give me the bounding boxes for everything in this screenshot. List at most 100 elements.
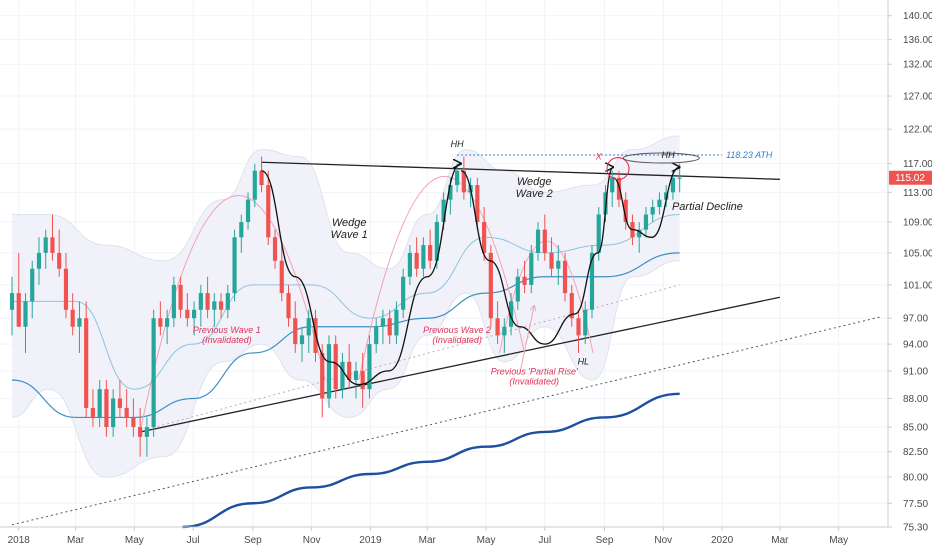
candle-body (124, 407, 129, 418)
candle (171, 276, 176, 327)
candle-body (677, 177, 682, 179)
y-tick-label: 88.00 (903, 394, 928, 405)
candle (461, 156, 466, 200)
candle (36, 237, 42, 285)
candle-body (158, 318, 163, 327)
wave-arc-previous-2 (358, 176, 526, 381)
candle (380, 309, 386, 345)
annotation-partial-decline: Partial Decline (672, 201, 743, 213)
candle-body (482, 222, 487, 253)
candle-body (171, 284, 176, 319)
candle-body (36, 252, 42, 269)
annotation-hh-1: HH (451, 139, 464, 149)
x-tick-label: Mar (419, 535, 437, 546)
candle-body (286, 293, 291, 319)
candle (192, 301, 197, 336)
candle-body (535, 229, 541, 253)
trendline-wedge-top (261, 161, 780, 180)
band-upper-line (12, 135, 680, 270)
candle-body (522, 276, 527, 285)
y-tick-label: 105.00 (903, 248, 932, 259)
candle (266, 170, 271, 246)
candle (218, 293, 224, 319)
candle-body (333, 344, 338, 390)
candle-body (266, 185, 271, 238)
candle (367, 335, 372, 399)
y-tick-label: 113.00 (903, 188, 932, 199)
candle-body (488, 252, 493, 319)
candle-body (259, 170, 264, 186)
candle-body (57, 252, 62, 269)
y-tick-label: 140.00 (903, 11, 932, 22)
candle-body (461, 170, 466, 193)
candle-body (165, 318, 170, 327)
candle-body (185, 309, 190, 319)
candle (293, 301, 298, 353)
y-tick-label: 77.50 (903, 499, 928, 510)
x-tick-label: 2020 (711, 535, 734, 546)
candle (272, 229, 278, 269)
candle-body (502, 326, 507, 336)
moving-average-ma_mid (11, 252, 680, 419)
candle (589, 245, 595, 319)
candle (556, 245, 561, 285)
hh-ellipse-highlight (622, 152, 700, 164)
candle (30, 260, 35, 319)
candle (299, 326, 305, 362)
candle-body (347, 361, 352, 380)
candle-body (441, 199, 446, 223)
candle-body (448, 185, 453, 200)
x-tick-label: Mar (771, 535, 789, 546)
candle-body (414, 252, 419, 269)
candle-body (670, 177, 676, 193)
candle (57, 229, 62, 277)
candle-body (643, 214, 649, 230)
candle (16, 252, 21, 327)
annotation-line: Wave 1 (331, 229, 368, 241)
candle-body (192, 309, 197, 319)
curve-layer (261, 152, 700, 386)
candle (542, 214, 547, 261)
candle-body (111, 398, 116, 428)
candle-body (475, 185, 480, 223)
candle-body (131, 417, 136, 428)
annotation-hl: HL (578, 357, 590, 367)
candle-body (218, 301, 224, 310)
candle-body (239, 222, 244, 238)
x-tick-label: 2018 (8, 535, 31, 546)
candle (279, 245, 284, 302)
y-tick-label: 82.50 (903, 447, 928, 458)
x-tick-label: Sep (596, 535, 614, 546)
annotation-wedge-wave-1: Wedge Wave 1 (331, 217, 368, 241)
ath-label: 118.23 ATH (726, 150, 773, 160)
candle-body (387, 318, 392, 336)
candle (151, 309, 156, 437)
trendline-mid-dotted (147, 284, 680, 430)
candle-body (616, 177, 622, 200)
candle (515, 268, 520, 310)
candle-body (562, 260, 568, 294)
candle-body (77, 318, 82, 327)
candle (569, 284, 574, 327)
annotation-hh-2: HH (662, 150, 675, 160)
annotation-x-mark: X (595, 151, 603, 161)
candle-body (556, 260, 561, 269)
candle-body (569, 293, 574, 319)
annotation-prev-wave-2: Previous Wave 2 (Invalidated) (423, 325, 491, 345)
candle (90, 389, 96, 428)
x-tick-label: Nov (303, 535, 321, 546)
candle (401, 268, 406, 319)
candle (320, 344, 325, 418)
annotation-line: Wedge (332, 217, 367, 229)
candle-body (428, 245, 433, 261)
candle (488, 245, 493, 327)
candle-body (299, 335, 305, 345)
candle-body (232, 237, 237, 294)
y-tick-label: 117.00 (903, 159, 932, 170)
candle-body (380, 318, 386, 327)
candle-body (326, 344, 332, 399)
candle (610, 170, 615, 208)
trendline-long-support (11, 316, 883, 526)
candle (212, 293, 217, 327)
